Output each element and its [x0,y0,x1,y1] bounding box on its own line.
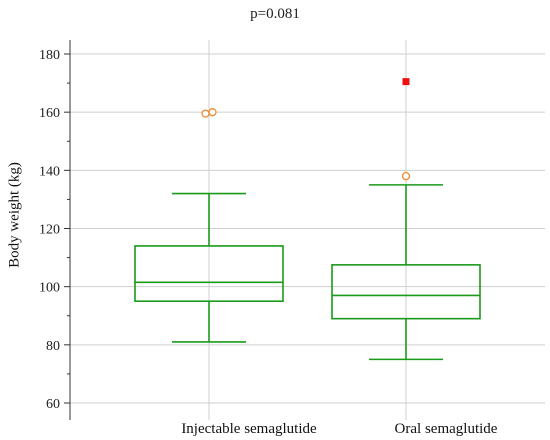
chart-title: p=0.081 [250,6,300,22]
y-tick-label: 100 [39,281,60,296]
iqr-box [134,245,284,303]
y-tick-label: 60 [46,397,60,412]
outlier-point [401,171,411,181]
x-category-label: Oral semaglutide [395,421,498,437]
y-tick-label: 120 [39,223,60,238]
y-tick-label: 160 [39,106,60,121]
outlier-point [208,108,217,117]
iqr-box [331,264,481,320]
x-category-label: Injectable semaglutide [181,421,317,437]
outlier-point [201,109,210,118]
y-tick-label: 180 [39,48,60,63]
far-outlier-point [402,78,410,86]
y-tick-label: 80 [46,339,60,354]
y-tick-label: 140 [39,164,60,179]
